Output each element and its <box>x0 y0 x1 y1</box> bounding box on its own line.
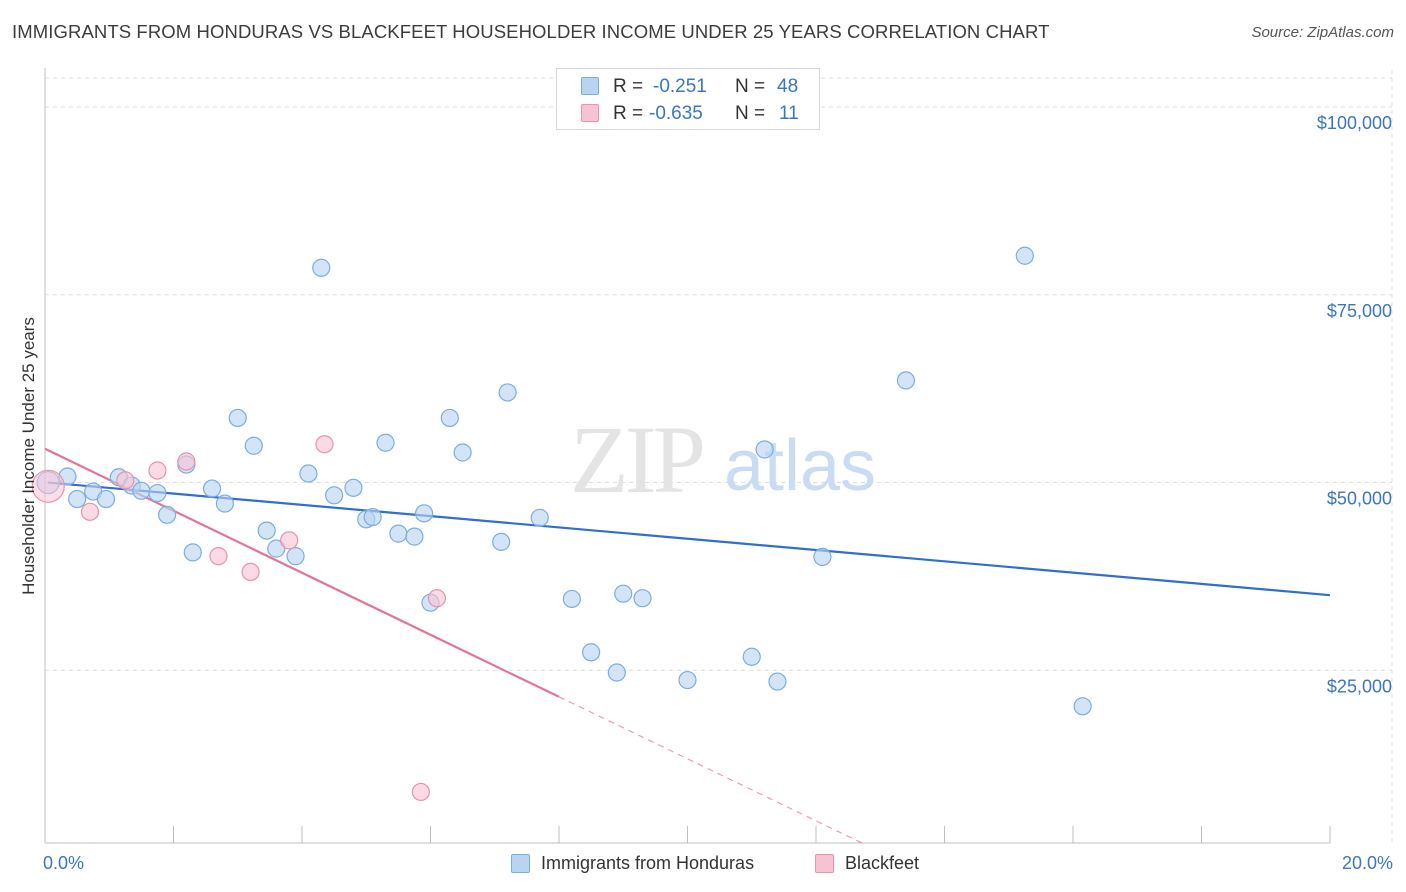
honduras-point <box>257 521 276 540</box>
honduras-point <box>492 532 511 551</box>
honduras-point <box>755 440 774 459</box>
legend-r-label: R = <box>613 103 644 124</box>
honduras-point <box>1073 697 1092 716</box>
honduras-point <box>244 436 263 455</box>
blackfeet-point <box>427 589 447 608</box>
blackfeet-trend-extension <box>558 696 863 844</box>
blackfeet-point <box>31 469 65 503</box>
honduras-point <box>157 505 177 524</box>
honduras-point <box>389 524 408 543</box>
honduras-point <box>582 643 601 662</box>
bottom-legend-label-honduras: Immigrants from Honduras <box>541 853 755 873</box>
honduras-point <box>312 258 331 277</box>
chart-title: IMMIGRANTS FROM HONDURAS VS BLACKFEET HO… <box>12 21 1050 42</box>
honduras-point <box>633 589 652 608</box>
blackfeet-point <box>315 435 334 454</box>
y-axis-label: Householder Income Under 25 years <box>19 317 38 595</box>
blackfeet-point <box>148 461 167 480</box>
legend-row-blackfeet: R = -0.635 N = 11 <box>581 101 811 127</box>
blackfeet-point <box>116 471 135 490</box>
honduras-point <box>183 543 202 562</box>
x-tick-label-min: 0.0% <box>43 853 84 873</box>
watermark-zip: ZIP <box>570 406 703 513</box>
honduras-point <box>325 486 344 505</box>
legend-row-honduras: R = -0.251 N = 48 <box>581 74 811 100</box>
legend-n-value-blackfeet: 11 <box>779 103 799 124</box>
legend-r-value-honduras: -0.251 <box>653 76 707 97</box>
honduras-point <box>530 508 549 527</box>
data-points <box>31 246 1092 802</box>
honduras-point <box>896 371 916 390</box>
honduras-point <box>363 507 382 527</box>
bottom-legend-blackfeet: Blackfeet <box>815 851 955 877</box>
axes <box>44 68 1331 844</box>
legend-swatch-pink <box>581 104 599 122</box>
blackfeet-point <box>280 531 299 550</box>
honduras-point <box>148 483 167 503</box>
bottom-legend-swatch-blue <box>511 854 530 873</box>
honduras-point <box>440 408 459 428</box>
legend-r-value-blackfeet: -0.635 <box>649 103 703 124</box>
bottom-legend-swatch-pink <box>815 854 834 873</box>
honduras-point <box>267 539 286 558</box>
x-tick-label-max: 20.0% <box>1342 853 1393 873</box>
honduras-point <box>768 672 787 691</box>
watermark-atlas: atlas <box>724 426 876 506</box>
honduras-point <box>414 504 434 523</box>
honduras-point <box>132 481 151 500</box>
honduras-point <box>1015 246 1034 265</box>
honduras-point <box>228 408 247 428</box>
blackfeet-point <box>241 562 260 582</box>
honduras-point <box>607 663 626 682</box>
honduras-point <box>96 489 116 509</box>
honduras-point <box>68 489 87 509</box>
y-tick-label: $100,000 <box>1317 113 1392 133</box>
y-tick-label: $75,000 <box>1327 301 1392 321</box>
zipatlas-watermark: ZIP atlas <box>570 406 876 513</box>
tick-labels: $25,000 $50,000 $75,000 $100,000 0.0% 20.0% <box>43 113 1393 873</box>
legend-n-label: N = <box>735 76 766 97</box>
honduras-point <box>562 589 581 609</box>
honduras-point <box>215 494 234 513</box>
honduras-point <box>202 479 222 498</box>
legend-n-label: N = <box>735 103 766 124</box>
honduras-point <box>678 670 697 690</box>
blackfeet-point <box>411 782 430 802</box>
honduras-trend-line <box>48 481 1331 597</box>
honduras-point <box>742 647 761 666</box>
bottom-legend-honduras: Immigrants from Honduras <box>511 851 801 877</box>
correlation-legend: R = -0.251 N = 48 R = -0.635 N = 11 <box>556 68 820 130</box>
blackfeet-point <box>209 547 228 566</box>
legend-n-value-honduras: 48 <box>777 76 799 97</box>
y-tick-label: $25,000 <box>1327 676 1392 696</box>
legend-swatch-blue <box>581 77 599 95</box>
blackfeet-point <box>177 452 196 471</box>
honduras-point <box>498 383 517 402</box>
honduras-point <box>614 584 633 603</box>
honduras-point <box>286 547 305 566</box>
blackfeet-point <box>80 502 100 521</box>
honduras-point <box>405 527 424 546</box>
honduras-point <box>376 433 395 452</box>
honduras-point <box>299 464 318 483</box>
y-tick-label: $50,000 <box>1327 489 1392 509</box>
source-credit: Source: ZipAtlas.com <box>1251 24 1394 41</box>
legend-r-label: R = <box>613 76 644 97</box>
honduras-point <box>813 547 832 566</box>
honduras-point <box>344 478 363 497</box>
honduras-point <box>453 443 472 462</box>
grid-lines <box>45 70 1393 843</box>
bottom-legend-label-blackfeet: Blackfeet <box>845 853 920 873</box>
